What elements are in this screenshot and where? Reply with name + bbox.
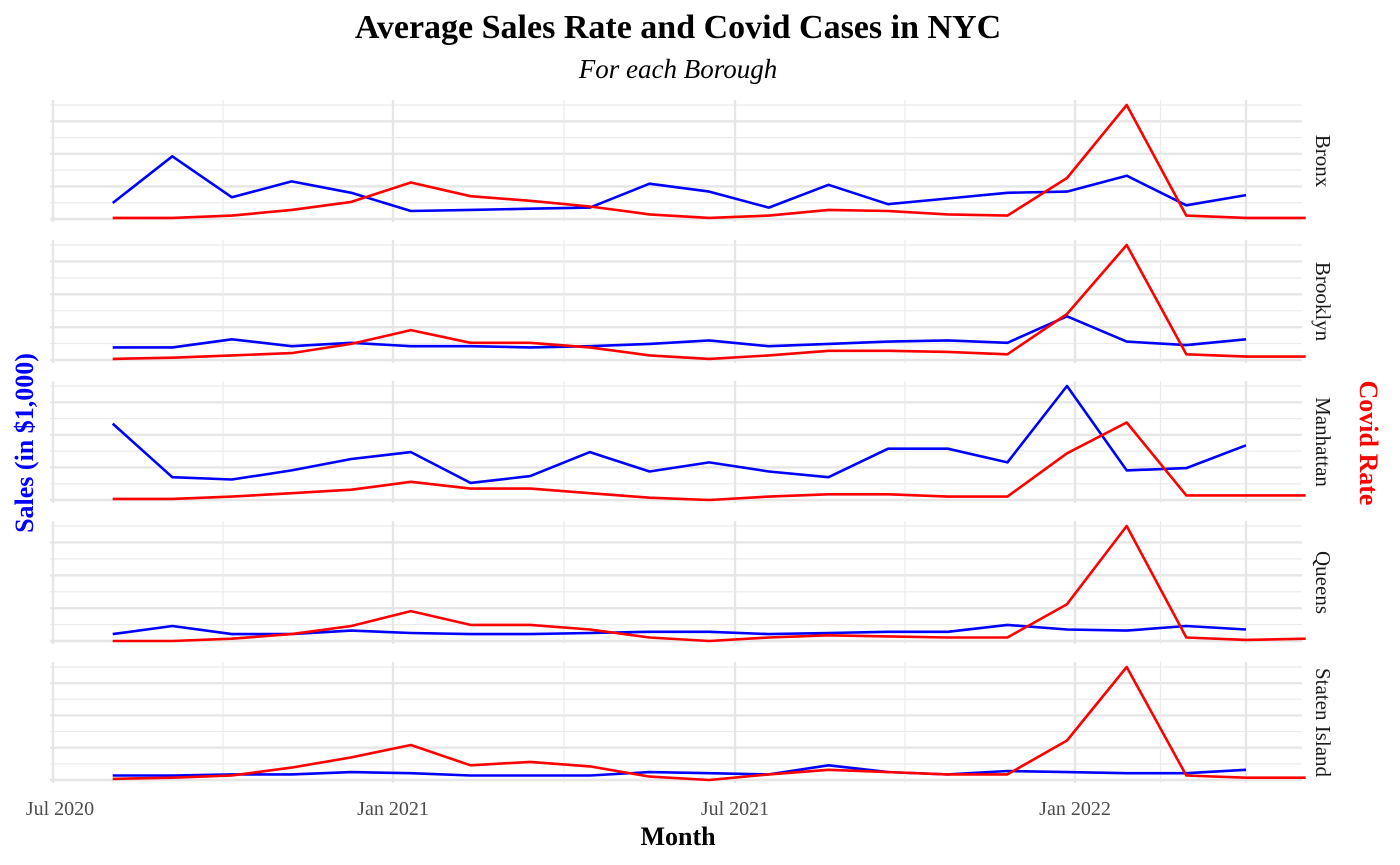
facet-strip-label: Manhattan [1311,397,1335,487]
panel-queens: Queens [50,521,1335,644]
series-line-covid [112,421,1306,502]
panel-staten-island: Staten Island [50,662,1335,783]
facet-panels: Bronx Brooklyn Manhattan Queens Staten Islan… [50,100,1335,783]
panel-bronx: Bronx [50,100,1335,222]
facet-strip-label: Staten Island [1311,668,1335,778]
x-tick-label: Jul 2020 [26,798,94,820]
series-line-covid [112,524,1306,643]
series-line-covid [112,103,1306,220]
series-line-covid [112,665,1306,782]
y-axis-title-left: Sales (in $1,000) [10,353,39,533]
x-tick-label: Jul 2021 [701,798,769,820]
panel-brooklyn: Brooklyn [50,240,1335,363]
facet-strip-label: Queens [1311,551,1335,614]
series-line-sales [111,155,1247,213]
chart-subtitle: For each Borough [578,54,777,84]
facet-strip-label: Bronx [1311,135,1335,188]
series-line-covid [112,243,1306,361]
x-axis-ticks: Jul 2020 Jan 2021 Jul 2021 Jan 2022 [26,798,1111,820]
series-line-sales [111,384,1247,485]
x-axis-title: Month [640,822,716,851]
chart-title: Average Sales Rate and Covid Cases in NY… [355,9,1001,46]
x-tick-label: Jan 2021 [357,798,429,820]
series-line-sales [112,764,1247,777]
x-tick-label: Jan 2022 [1039,798,1111,820]
panel-manhattan: Manhattan [50,381,1335,503]
facet-strip-label: Brooklyn [1311,262,1335,342]
y-axis-title-right: Covid Rate [1354,381,1383,506]
